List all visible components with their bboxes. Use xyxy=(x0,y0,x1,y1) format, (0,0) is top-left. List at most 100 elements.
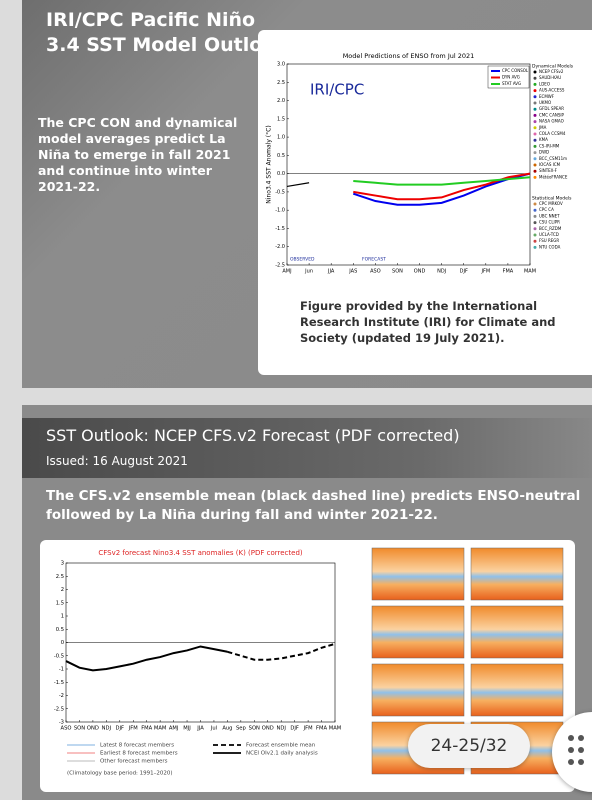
figure-caption: Figure provided by the International Res… xyxy=(300,299,556,345)
x-tick-label: FMA xyxy=(503,269,514,275)
y-tick-label: -1.0 xyxy=(275,208,285,214)
x-tick-label: OND xyxy=(87,726,99,732)
y-tick-label: 3.0 xyxy=(277,62,285,68)
x-tick-label: JAS xyxy=(348,269,357,275)
model-name: NTU CODA xyxy=(539,244,561,249)
model-name: LDEO xyxy=(539,81,550,86)
model-name: COLA CCSM4 xyxy=(539,131,566,136)
model-marker xyxy=(533,126,537,130)
model-name: UCLA-TCD xyxy=(539,232,559,237)
x-tick-label: JJA xyxy=(196,726,204,732)
x-tick-label: Sep xyxy=(236,726,246,732)
x-tick-label: AMJ xyxy=(282,269,291,275)
model-name: NASA GMAO xyxy=(539,119,564,124)
y-tick-label: -3 xyxy=(59,720,64,726)
observed-label: OBSERVED xyxy=(290,257,315,263)
series-line xyxy=(65,645,228,672)
y-tick-label: 2.5 xyxy=(56,574,64,580)
model-marker xyxy=(533,221,537,225)
x-tick-label: DJF xyxy=(460,269,468,275)
y-tick-label: 1.5 xyxy=(277,116,285,122)
model-name: SINTEX-F xyxy=(539,168,558,173)
slide-1-body: The CPC CON and dynamical model averages… xyxy=(38,115,238,194)
model-name: GFDL SPEAR xyxy=(539,106,564,111)
series-line xyxy=(227,642,336,661)
x-tick-label: ASO xyxy=(61,726,72,732)
page-indicator: 24-25/32 xyxy=(408,724,530,768)
model-marker xyxy=(533,89,537,93)
legend-label: Forecast ensemble mean xyxy=(246,743,316,749)
model-marker xyxy=(533,227,537,231)
slide-2-title: SST Outlook: NCEP CFS.v2 Forecast (PDF c… xyxy=(46,426,460,445)
model-marker xyxy=(533,245,537,249)
y-tick-label: -1 xyxy=(59,667,64,673)
model-name: DWD xyxy=(539,150,549,155)
y-tick-label: -2 xyxy=(59,693,64,699)
legend-label: DYN AVG xyxy=(502,75,520,80)
x-tick-label: OND xyxy=(414,269,426,275)
legend-label: Latest 8 forecast members xyxy=(100,743,174,749)
slide-1-title: IRI/CPC Pacific Niño 3.4 SST Model Outlo… xyxy=(46,8,288,58)
iri-chart: Model Predictions of ENSO from Jul 2021 -… xyxy=(266,52,574,275)
model-marker xyxy=(533,157,537,161)
slide-2-body: The CFS.v2 ensemble mean (black dashed l… xyxy=(46,488,581,523)
x-tick-label: JFM xyxy=(480,269,490,275)
y-tick-label: 1 xyxy=(61,614,64,620)
model-marker xyxy=(533,144,537,148)
model-marker xyxy=(533,175,537,179)
legend-label: NCEI OIv2.1 daily analysis xyxy=(246,751,318,757)
model-name: CPC CA xyxy=(539,207,554,212)
model-marker xyxy=(533,138,537,142)
x-tick-label: ASO xyxy=(370,269,381,275)
y-tick-label: 0.0 xyxy=(277,171,285,177)
chart-title: CFSv2 forecast Nino3.4 SST anomalies (K)… xyxy=(98,549,303,557)
model-marker xyxy=(533,151,537,155)
y-tick-label: 2.0 xyxy=(277,98,285,104)
issued-date: Issued: 16 August 2021 xyxy=(46,454,188,468)
model-name: UKMO xyxy=(539,100,551,105)
y-tick-label: -1.5 xyxy=(54,680,64,686)
y-tick-label: 2 xyxy=(61,587,64,593)
model-marker xyxy=(533,120,537,124)
x-tick-label: AMJ xyxy=(169,726,179,732)
x-tick-label: Jul xyxy=(210,726,217,732)
model-name: CPC MRKOV xyxy=(539,201,563,206)
x-tick-label: FMA xyxy=(141,726,152,732)
y-tick-label: -0.5 xyxy=(54,653,64,659)
x-tick-label: Jun xyxy=(304,269,313,275)
y-tick-label: 0.5 xyxy=(56,627,64,633)
model-marker xyxy=(533,113,537,117)
y-tick-label: 2.5 xyxy=(277,80,285,86)
forecast-label: FORECAST xyxy=(362,257,386,263)
x-tick-label: DJF xyxy=(116,726,125,732)
model-marker xyxy=(533,214,537,218)
model-list-title: Dynamical Models xyxy=(532,64,574,70)
model-name: FSU REGR xyxy=(539,238,559,243)
series-line xyxy=(353,176,531,186)
y-tick-label: 3 xyxy=(61,561,64,567)
x-tick-label: MJJ xyxy=(183,726,191,732)
y-axis-label: Nino3.4 SST Anomaly (°C) xyxy=(266,125,273,203)
x-tick-label: DJF xyxy=(290,726,299,732)
series-line xyxy=(353,172,531,201)
x-tick-label: Aug xyxy=(222,726,232,732)
model-name: IOCAS ICM xyxy=(539,162,561,167)
figure-card xyxy=(258,30,592,375)
y-tick-label: -2.5 xyxy=(54,706,64,712)
x-tick-label: SON xyxy=(392,269,403,275)
model-marker xyxy=(533,132,537,136)
title-line: IRI/CPC Pacific Niño xyxy=(46,9,256,31)
model-marker xyxy=(533,169,537,173)
x-tick-label: MAM xyxy=(154,726,167,732)
x-tick-label: OND xyxy=(262,726,274,732)
model-marker xyxy=(533,95,537,99)
model-marker xyxy=(533,107,537,111)
model-marker xyxy=(533,70,537,74)
model-name: AUS-ACCESS xyxy=(539,88,565,93)
model-name: BCC_CSM11m xyxy=(539,156,567,161)
x-tick-label: NDJ xyxy=(437,269,446,275)
model-marker xyxy=(533,163,537,167)
model-name: NCEP CFSv2 xyxy=(539,69,564,74)
x-tick-label: NDJ xyxy=(102,726,112,732)
